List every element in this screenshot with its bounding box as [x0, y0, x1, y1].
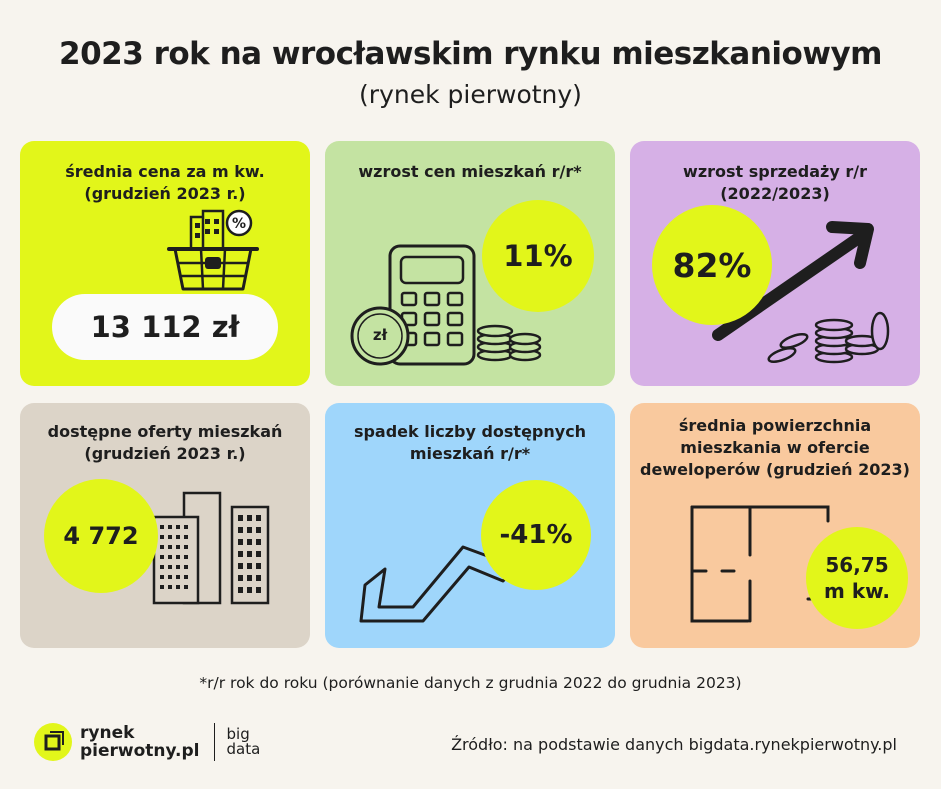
card-label-line: spadek liczby dostępnych: [353, 422, 587, 441]
value-bubble: 11%: [482, 200, 594, 312]
value-bubble: 4 772: [44, 479, 158, 593]
card-label-line: wzrost sprzedaży r/r: [683, 162, 867, 181]
logo-line: big: [226, 725, 250, 743]
card-average-area: średnia powierzchnia mieszkania w oferci…: [630, 403, 920, 648]
coin-text: zł: [372, 326, 388, 344]
value-bubble: -41%: [481, 480, 591, 590]
calculator-coins-icon: [350, 244, 542, 366]
apartment-buildings-icon: [152, 491, 270, 605]
card-label: średnia powierzchnia mieszkania w oferci…: [640, 415, 910, 481]
value-bubble: 56,75 m kw.: [806, 527, 908, 629]
card-label-line: średnia powierzchnia: [678, 416, 872, 435]
card-label-line: wzrost cen mieszkań r/r*: [358, 162, 582, 181]
value-text: 56,75: [825, 553, 889, 577]
card-label: spadek liczby dostępnych mieszkań r/r*: [335, 421, 605, 465]
logo-line: data: [226, 740, 261, 758]
shopping-basket-buildings-icon: %: [167, 209, 259, 291]
logo-text: rynek pierwotny.pl: [80, 724, 200, 760]
value-text: 82%: [672, 245, 752, 285]
footnote: *r/r rok do roku (porównanie danych z gr…: [199, 674, 742, 692]
svg-text:%: %: [232, 216, 246, 232]
card-label: dostępne oferty mieszkań (grudzień 2023 …: [30, 421, 300, 465]
value-text: 11%: [503, 239, 573, 273]
value-unit: m kw.: [824, 579, 890, 603]
value-text: -41%: [499, 520, 573, 550]
card-average-price: średnia cena za m kw. (grudzień 2023 r.)…: [20, 141, 310, 386]
page-title: 2023 rok na wrocławskim rynku mieszkanio…: [59, 36, 882, 72]
card-label: wzrost sprzedaży r/r (2022/2023): [640, 161, 910, 205]
arrow-down-zigzag-icon: [359, 507, 563, 623]
rynek-pierwotny-logo-icon: [34, 723, 72, 761]
arrow-up-coins-icon: [712, 221, 890, 364]
brand-logo: rynek pierwotny.pl big data: [34, 720, 260, 764]
card-sales-growth: wzrost sprzedaży r/r (2022/2023) 82%: [630, 141, 920, 386]
value-bubble: 82%: [652, 205, 772, 325]
card-label: średnia cena za m kw. (grudzień 2023 r.): [30, 161, 300, 205]
card-price-growth: wzrost cen mieszkań r/r* zł 11%: [325, 141, 615, 386]
value-text: 13 112 zł: [90, 310, 240, 344]
logo-line: pierwotny.pl: [80, 741, 200, 761]
card-label-line: (grudzień 2023 r.): [84, 184, 246, 203]
card-label-line: mieszkania w ofercie: [680, 438, 870, 457]
logo-divider: [213, 723, 215, 761]
source-note: Źródło: na podstawie danych bigdata.ryne…: [451, 735, 897, 754]
card-label-line: średnia cena za m kw.: [65, 162, 265, 181]
card-label-line: mieszkań r/r*: [409, 444, 531, 463]
logo-line: rynek: [80, 723, 135, 743]
card-label-line: dostępne oferty mieszkań: [47, 422, 283, 441]
card-available-decline: spadek liczby dostępnych mieszkań r/r* -…: [325, 403, 615, 648]
card-available-offers: dostępne oferty mieszkań (grudzień 2023 …: [20, 403, 310, 648]
card-label: wzrost cen mieszkań r/r*: [335, 161, 605, 183]
card-label-line: (2022/2023): [720, 184, 830, 203]
bigdata-logo: big data: [227, 727, 261, 757]
page-subtitle: (rynek pierwotny): [359, 80, 582, 109]
card-label-line: (grudzień 2023 r.): [84, 444, 246, 463]
value-pill: 13 112 zł: [52, 294, 278, 360]
card-label-line: deweloperów (grudzień 2023): [640, 460, 910, 479]
value-text: 4 772: [63, 522, 139, 550]
